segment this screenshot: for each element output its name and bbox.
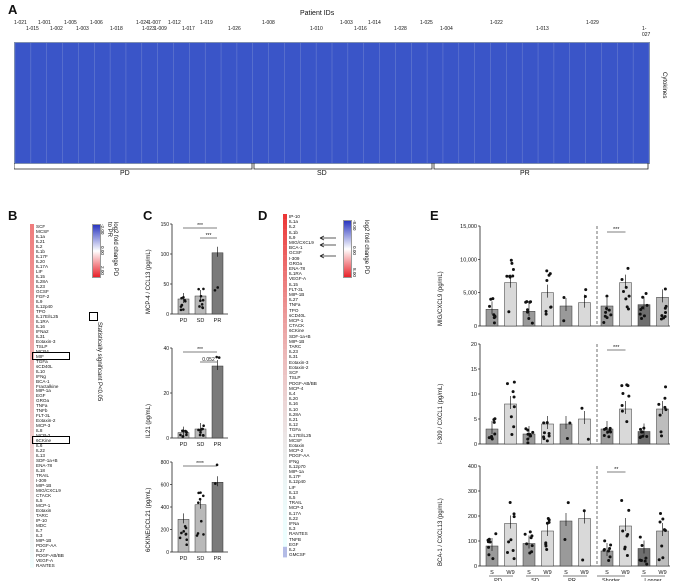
- cytokine-heatmap: [14, 42, 650, 164]
- patient-id-24: 1-022: [490, 20, 503, 26]
- patient-id-8: 1-024: [136, 20, 149, 26]
- patient-id-0: 1-021: [14, 20, 27, 26]
- patient-id-13: 1-017: [182, 26, 195, 32]
- patient-id-labels: 1-021 1-015 1-001 1-002 1-005 1-003 1-006 1-018…: [14, 20, 651, 40]
- patient-id-9: 1-023: [142, 26, 155, 32]
- patient-id-2: 1-001: [38, 20, 51, 26]
- patient-id-5: 1-003: [76, 26, 89, 32]
- patient-id-22: 1-025: [420, 20, 433, 26]
- patient-id-18: 1-003: [340, 20, 353, 26]
- patient-id-1: 1-015: [26, 26, 39, 32]
- patient-id-25: 1-013: [536, 26, 549, 32]
- patient-id-11: 1-009: [154, 26, 167, 32]
- patient-id-6: 1-006: [90, 20, 103, 26]
- patient-id-15: 1-026: [228, 26, 241, 32]
- patient-id-7: 1-018: [110, 26, 123, 32]
- panel-a-label: A: [8, 2, 18, 17]
- patient-ids-title: Patient IDs: [300, 10, 335, 17]
- patient-id-27: 1-027: [642, 26, 651, 38]
- patient-id-20: 1-014: [368, 20, 381, 26]
- patient-id-4: 1-005: [64, 20, 77, 26]
- patient-id-23: 1-004: [440, 26, 453, 32]
- patient-id-26: 1-029: [586, 20, 599, 26]
- patient-id-12: 1-012: [168, 20, 181, 26]
- patient-id-10: 1-007: [148, 20, 161, 26]
- patient-id-17: 1-010: [310, 26, 323, 32]
- patient-id-16: 1-008: [262, 20, 275, 26]
- patient-id-19: 1-016: [354, 26, 367, 32]
- patient-id-21: 1-028: [394, 26, 407, 32]
- heatmap-svg: [15, 43, 649, 163]
- patient-id-14: 1-019: [200, 20, 213, 26]
- patient-id-3: 1-002: [50, 26, 63, 32]
